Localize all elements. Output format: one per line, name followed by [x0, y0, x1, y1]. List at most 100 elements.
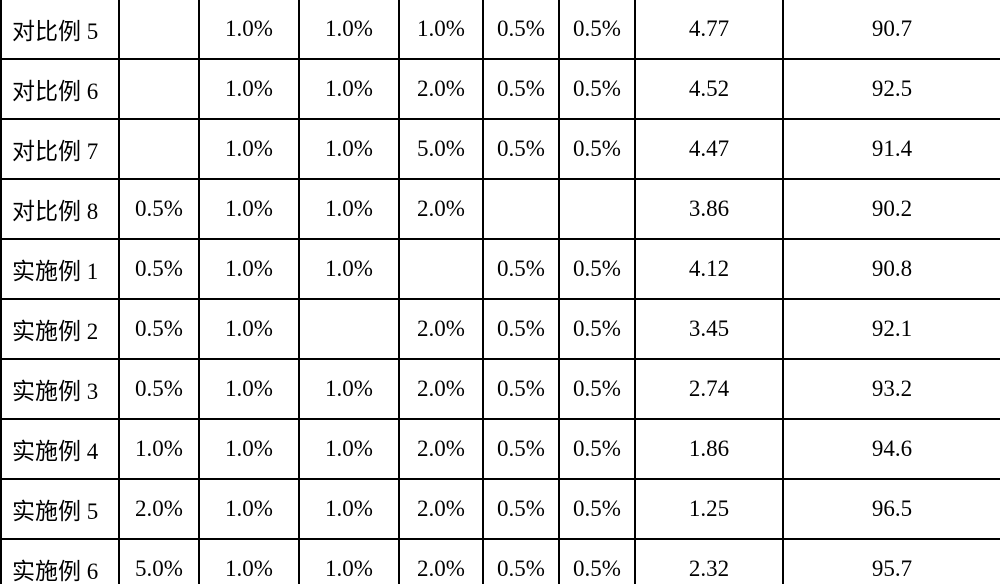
table-cell: 0.5%: [483, 539, 559, 584]
table-cell: 95.7: [783, 539, 1000, 584]
table-cell: 5.0%: [399, 119, 483, 179]
table-cell: 1.0%: [199, 539, 299, 584]
table-cell: 2.0%: [399, 179, 483, 239]
table-cell: 实施例 3: [1, 359, 119, 419]
table-cell: 2.0%: [399, 419, 483, 479]
table-cell: 1.0%: [199, 0, 299, 59]
table-row: 对比例 61.0%1.0%2.0%0.5%0.5%4.5292.5: [1, 59, 1000, 119]
table-row: 实施例 30.5%1.0%1.0%2.0%0.5%0.5%2.7493.2: [1, 359, 1000, 419]
table-cell: 对比例 8: [1, 179, 119, 239]
table-cell: 1.0%: [299, 419, 399, 479]
table-cell: 2.0%: [399, 539, 483, 584]
table-row: 对比例 80.5%1.0%1.0%2.0%3.8690.2: [1, 179, 1000, 239]
table-cell: 实施例 4: [1, 419, 119, 479]
table-cell: 0.5%: [119, 239, 199, 299]
table-row: 对比例 71.0%1.0%5.0%0.5%0.5%4.4791.4: [1, 119, 1000, 179]
table-cell: 0.5%: [483, 299, 559, 359]
table-cell: 2.0%: [399, 359, 483, 419]
table-cell: 93.2: [783, 359, 1000, 419]
table-cell: 0.5%: [483, 0, 559, 59]
table-cell: 2.0%: [399, 479, 483, 539]
table-cell: 1.0%: [299, 179, 399, 239]
table-cell: 1.0%: [199, 419, 299, 479]
table-cell: 1.0%: [199, 359, 299, 419]
table-cell: 0.5%: [559, 479, 635, 539]
table-cell: 0.5%: [559, 359, 635, 419]
table-cell: 1.0%: [299, 59, 399, 119]
table-cell: 2.0%: [399, 59, 483, 119]
data-table: 对比例 51.0%1.0%1.0%0.5%0.5%4.7790.7对比例 6 1.…: [0, 0, 1000, 584]
table-cell: 0.5%: [559, 119, 635, 179]
table-row: 实施例 65.0%1.0%1.0%2.0%0.5%0.5%2.3295.7: [1, 539, 1000, 584]
table-cell: 0.5%: [559, 0, 635, 59]
table-cell: 0.5%: [483, 59, 559, 119]
table-cell: 4.47: [635, 119, 783, 179]
table-cell: 1.25: [635, 479, 783, 539]
table-cell: 1.0%: [399, 0, 483, 59]
table-cell: 0.5%: [119, 299, 199, 359]
table-cell: 1.0%: [299, 539, 399, 584]
table-cell: 1.86: [635, 419, 783, 479]
table-cell: 4.12: [635, 239, 783, 299]
table-cell: 1.0%: [199, 479, 299, 539]
table-cell: 0.5%: [119, 359, 199, 419]
table-cell: 实施例 5: [1, 479, 119, 539]
table-cell: 1.0%: [299, 479, 399, 539]
table-cell: [483, 179, 559, 239]
table-cell: 0.5%: [559, 419, 635, 479]
table-cell: 96.5: [783, 479, 1000, 539]
table-cell: 实施例 2: [1, 299, 119, 359]
table-cell: [559, 179, 635, 239]
table-cell: 90.7: [783, 0, 1000, 59]
table-row: 实施例 41.0%1.0%1.0%2.0%0.5%0.5%1.8694.6: [1, 419, 1000, 479]
table-cell: 0.5%: [559, 59, 635, 119]
table-cell: 90.2: [783, 179, 1000, 239]
table-cell: [299, 299, 399, 359]
table-cell: 2.0%: [119, 479, 199, 539]
table-cell: [119, 0, 199, 59]
table-cell: 1.0%: [199, 179, 299, 239]
table-cell: 2.32: [635, 539, 783, 584]
table-cell: 92.5: [783, 59, 1000, 119]
table-cell: 0.5%: [119, 179, 199, 239]
table-cell: 91.4: [783, 119, 1000, 179]
table-cell: 92.1: [783, 299, 1000, 359]
table-cell: 1.0%: [199, 59, 299, 119]
table-cell: 2.0%: [399, 299, 483, 359]
table-cell: 90.8: [783, 239, 1000, 299]
table-cell: [119, 59, 199, 119]
table-cell: 1.0%: [299, 239, 399, 299]
table-row: 实施例 20.5%1.0%2.0%0.5%0.5%3.4592.1: [1, 299, 1000, 359]
table-cell: 实施例 6: [1, 539, 119, 584]
table-cell: 0.5%: [559, 239, 635, 299]
table-cell: 2.74: [635, 359, 783, 419]
table-wrapper: 对比例 51.0%1.0%1.0%0.5%0.5%4.7790.7对比例 6 1.…: [0, 0, 1000, 584]
table-cell: 1.0%: [299, 119, 399, 179]
table-cell: 0.5%: [483, 359, 559, 419]
table-cell: 1.0%: [199, 299, 299, 359]
table-cell: 4.52: [635, 59, 783, 119]
table-row: 实施例 52.0%1.0%1.0%2.0%0.5%0.5%1.2596.5: [1, 479, 1000, 539]
table-cell: 0.5%: [559, 539, 635, 584]
table-row: 对比例 51.0%1.0%1.0%0.5%0.5%4.7790.7: [1, 0, 1000, 59]
table-cell: 94.6: [783, 419, 1000, 479]
table-cell: 0.5%: [483, 479, 559, 539]
table-cell: 0.5%: [483, 239, 559, 299]
table-cell: 对比例 6: [1, 59, 119, 119]
table-cell: 1.0%: [199, 119, 299, 179]
table-cell: 1.0%: [299, 359, 399, 419]
table-cell: 1.0%: [119, 419, 199, 479]
table-cell: 1.0%: [199, 239, 299, 299]
table-cell: 0.5%: [483, 419, 559, 479]
table-cell: [399, 239, 483, 299]
table-cell: [119, 119, 199, 179]
table-row: 实施例 10.5%1.0%1.0%0.5%0.5%4.1290.8: [1, 239, 1000, 299]
table-cell: 对比例 7: [1, 119, 119, 179]
table-cell: 0.5%: [559, 299, 635, 359]
table-cell: 1.0%: [299, 0, 399, 59]
table-cell: 3.45: [635, 299, 783, 359]
table-cell: 5.0%: [119, 539, 199, 584]
table-cell: 4.77: [635, 0, 783, 59]
table-cell: 0.5%: [483, 119, 559, 179]
table-cell: 3.86: [635, 179, 783, 239]
